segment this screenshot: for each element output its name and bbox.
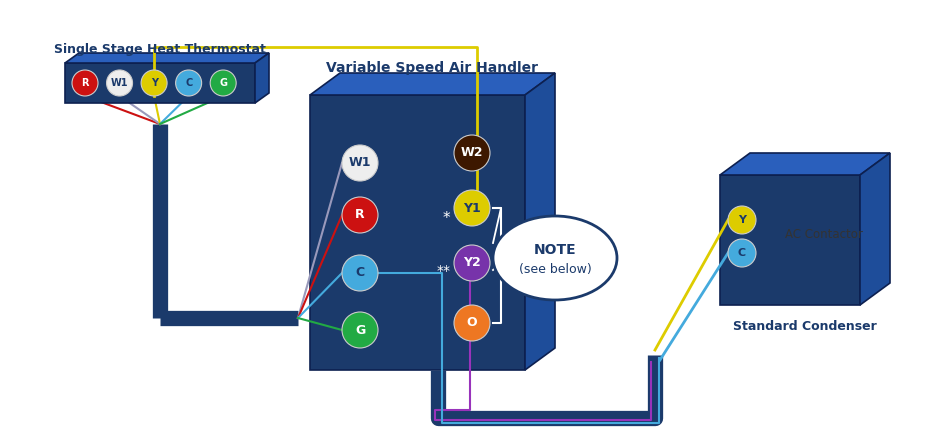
Circle shape [342, 145, 378, 181]
Text: Y: Y [738, 215, 746, 225]
Text: O: O [466, 316, 478, 329]
Polygon shape [720, 175, 860, 305]
Circle shape [454, 190, 490, 226]
Polygon shape [860, 153, 890, 305]
Polygon shape [65, 63, 255, 103]
Circle shape [342, 312, 378, 348]
Circle shape [454, 245, 490, 281]
Text: Single Stage Heat Thermostat: Single Stage Heat Thermostat [55, 43, 266, 57]
Text: C: C [738, 248, 746, 258]
Text: **: ** [437, 264, 451, 278]
Text: *: * [442, 210, 450, 225]
Text: Y1: Y1 [463, 202, 481, 214]
Polygon shape [255, 53, 269, 103]
Text: C: C [355, 267, 365, 279]
Circle shape [454, 305, 490, 341]
Polygon shape [720, 153, 890, 175]
Circle shape [72, 70, 98, 96]
Polygon shape [310, 73, 555, 95]
Text: G: G [355, 324, 365, 336]
Text: (see below): (see below) [519, 263, 591, 277]
Circle shape [454, 135, 490, 171]
Text: R: R [355, 209, 365, 221]
Text: W2: W2 [461, 146, 483, 160]
Text: G: G [219, 78, 227, 88]
Text: W1: W1 [111, 78, 128, 88]
Circle shape [176, 70, 202, 96]
Polygon shape [525, 73, 555, 370]
Ellipse shape [493, 216, 617, 300]
Circle shape [106, 70, 133, 96]
Text: W1: W1 [349, 156, 371, 169]
Text: C: C [185, 78, 193, 88]
Text: R: R [81, 78, 88, 88]
Text: Variable Speed Air Handler: Variable Speed Air Handler [326, 61, 539, 75]
Text: Y2: Y2 [463, 256, 481, 270]
Circle shape [342, 255, 378, 291]
Text: NOTE: NOTE [534, 243, 576, 257]
Text: Standard Condenser: Standard Condenser [733, 320, 877, 334]
Polygon shape [310, 95, 525, 370]
Circle shape [728, 239, 756, 267]
Circle shape [728, 206, 756, 234]
Text: Y: Y [150, 78, 158, 88]
Circle shape [342, 197, 378, 233]
Circle shape [141, 70, 167, 96]
Text: AC Contactor: AC Contactor [785, 229, 863, 241]
Polygon shape [65, 53, 269, 63]
Circle shape [211, 70, 236, 96]
